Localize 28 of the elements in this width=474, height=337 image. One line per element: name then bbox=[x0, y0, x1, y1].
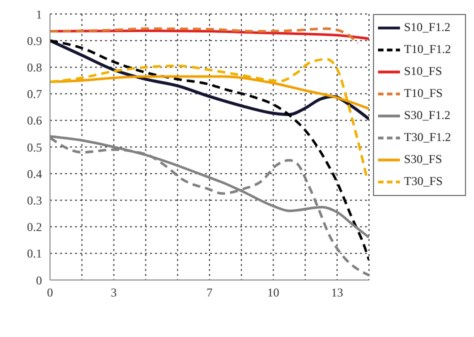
y-tick-label: 0.2 bbox=[27, 220, 42, 234]
line-series bbox=[50, 58, 368, 179]
legend-label: T30_F1.2 bbox=[404, 130, 451, 144]
line-series bbox=[50, 75, 369, 110]
x-tick-label: 0 bbox=[47, 286, 53, 300]
y-tick-label: 0 bbox=[36, 273, 42, 288]
legend-label: T30_FS bbox=[404, 174, 443, 188]
y-tick-label: 0.7 bbox=[27, 87, 42, 102]
x-tick-label: 7 bbox=[206, 286, 212, 300]
line-series bbox=[50, 39, 369, 262]
y-tick-label: 0.1 bbox=[27, 246, 42, 261]
legend-label: T10_F1.2 bbox=[404, 42, 451, 56]
y-tick-label: 0.4 bbox=[27, 166, 42, 181]
legend-label: S10_F1.2 bbox=[404, 20, 450, 34]
y-tick-label: 0.6 bbox=[27, 114, 42, 128]
y-tick-label: 0.8 bbox=[27, 60, 42, 74]
legend-label: S30_FS bbox=[404, 152, 442, 166]
x-tick-label: 10 bbox=[267, 286, 280, 300]
x-tick-label: 3 bbox=[110, 286, 117, 300]
y-tick-label: 1 bbox=[36, 7, 42, 22]
legend-label: T10_FS bbox=[404, 86, 443, 100]
line-series bbox=[50, 27, 360, 45]
y-tick-label: 0.9 bbox=[27, 34, 42, 48]
legend-label: S30_F1.2 bbox=[404, 108, 450, 122]
y-tick-label: 0.3 bbox=[27, 193, 42, 208]
y-tick-label: 0.5 bbox=[27, 140, 42, 154]
x-tick-label: 13 bbox=[331, 286, 344, 300]
legend-label: S10_FS bbox=[404, 64, 442, 78]
